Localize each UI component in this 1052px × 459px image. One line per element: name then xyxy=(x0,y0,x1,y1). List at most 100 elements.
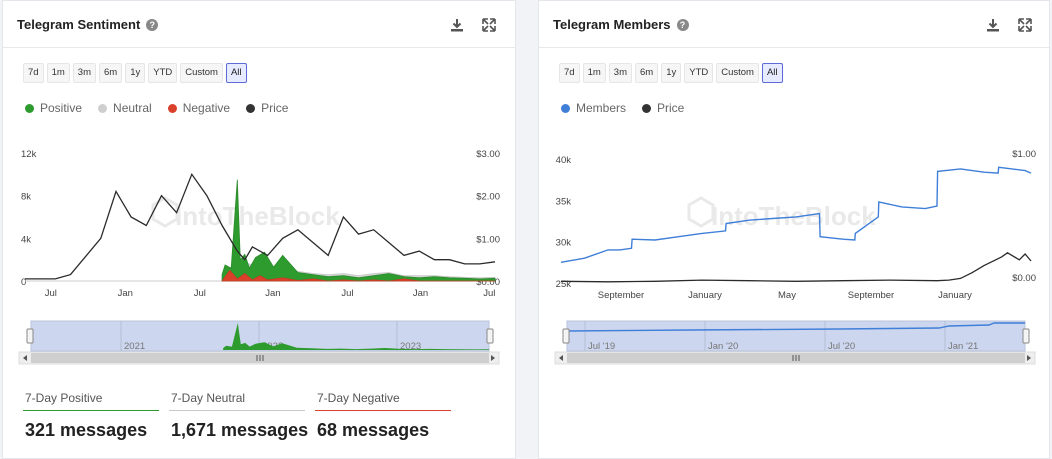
range-button-ytd[interactable]: YTD xyxy=(684,63,714,83)
legend-item-price[interactable]: Price xyxy=(246,101,288,115)
range-button-7d[interactable]: 7d xyxy=(559,63,580,83)
range-button-1y[interactable]: 1y xyxy=(125,63,146,83)
stat-value: 1,671 messages xyxy=(171,420,309,440)
y-left-tick: 12k xyxy=(21,149,37,160)
y-left-tick: 0 xyxy=(21,277,26,288)
range-button-all[interactable]: All xyxy=(761,63,783,83)
legend-label: Negative xyxy=(182,101,231,115)
navigator-tick: Jan '21 xyxy=(948,341,978,352)
range-button-all[interactable]: All xyxy=(225,63,247,83)
question-circle-icon[interactable]: ? xyxy=(146,19,159,31)
x-tick: Jul xyxy=(341,288,353,299)
y-right-tick: $0.00 xyxy=(1012,273,1036,284)
y-right-tick: $1.00 xyxy=(1012,149,1036,160)
range-button-ytd[interactable]: YTD xyxy=(148,63,178,83)
range-navigator[interactable]: 202120222023 xyxy=(3,319,517,367)
range-button-3m[interactable]: 3m xyxy=(72,63,96,83)
legend-label: Price xyxy=(261,101,289,115)
stat-neutral: 7-Day Neutral 1,671 messages xyxy=(169,391,309,441)
scroll-left-icon[interactable] xyxy=(23,355,27,361)
navigator-series xyxy=(223,323,489,350)
y-right-tick: $0.00 xyxy=(476,277,500,288)
scroll-left-icon[interactable] xyxy=(559,355,563,361)
y-left-tick: 8k xyxy=(21,192,31,203)
grip-icon[interactable] xyxy=(792,355,800,361)
members-chart: IntoTheBlock 40k 35k 30k 25k $1.00 $0.00 Septem… xyxy=(556,149,1036,301)
range-button-3m[interactable]: 3m xyxy=(608,63,632,83)
range-button-6m[interactable]: 6m xyxy=(98,63,123,83)
watermark: IntoTheBlock xyxy=(151,196,340,231)
legend-dot xyxy=(98,103,108,113)
range-button-1m[interactable]: 1m xyxy=(46,63,70,83)
navigator-handle-right[interactable] xyxy=(1022,328,1030,344)
stat-positive: 7-Day Positive 321 messages xyxy=(23,391,159,441)
range-button-7d[interactable]: 7d xyxy=(23,63,44,83)
legend-label: Members xyxy=(576,101,627,115)
range-button-1y[interactable]: 1y xyxy=(661,63,682,83)
series-positive-area xyxy=(221,179,496,282)
range-button-custom[interactable]: Custom xyxy=(716,63,759,83)
y-left-tick: 25k xyxy=(556,279,572,290)
legend-label: Price xyxy=(657,101,685,115)
range-navigator[interactable]: Jul '19 Jan '20 Jul '20 Jan '21 xyxy=(539,319,1051,367)
y-right-tick: $1.00 xyxy=(476,234,500,245)
legend-item-price[interactable]: Price xyxy=(642,101,684,115)
navigator-handle-left[interactable] xyxy=(562,328,570,344)
chart-legend: Positive Neutral Negative Price xyxy=(25,101,288,115)
stat-value: 321 messages xyxy=(25,420,148,440)
series-members-line xyxy=(560,166,1032,263)
range-button-1m[interactable]: 1m xyxy=(582,63,606,83)
navigator-tick: Jul '20 xyxy=(828,341,855,352)
svg-text:IntoTheBlock: IntoTheBlock xyxy=(711,201,876,231)
watermark: IntoTheBlock xyxy=(687,196,876,231)
question-circle-icon[interactable]: ? xyxy=(676,19,689,31)
telegram-members-card: Telegram Members? 7d 1m 3m 6m 1y YTD Custom All… xyxy=(538,0,1050,459)
expand-icon[interactable] xyxy=(1017,17,1033,33)
svg-text:IntoTheBlock: IntoTheBlock xyxy=(175,201,340,231)
stat-value: 68 messages xyxy=(317,420,430,440)
legend-dot xyxy=(561,103,570,113)
x-tick: Jul xyxy=(45,288,57,299)
scroll-right-icon[interactable] xyxy=(491,355,495,361)
legend-item-members[interactable]: Members xyxy=(561,101,626,115)
telegram-sentiment-card: Telegram Sentiment? 7d 1m 3m 6m 1y YTD Custom A… xyxy=(2,0,516,459)
x-tick: Jul xyxy=(194,288,206,299)
download-icon[interactable] xyxy=(449,17,465,33)
navigator-tick: 2021 xyxy=(124,341,145,352)
legend-dot xyxy=(167,103,177,113)
stat-label: 7-Day Neutral xyxy=(169,391,305,411)
expand-icon[interactable] xyxy=(481,17,497,33)
navigator-tick: Jan '20 xyxy=(708,341,738,352)
card-title: Telegram Sentiment? xyxy=(17,17,159,32)
x-tick: Jan xyxy=(118,288,133,299)
chart-legend: Members Price xyxy=(561,101,684,115)
card-title: Telegram Members? xyxy=(553,17,689,32)
grip-icon[interactable] xyxy=(256,355,264,361)
download-icon[interactable] xyxy=(985,17,1001,33)
navigator-tick: Jul '19 xyxy=(588,341,615,352)
navigator-handle-right[interactable] xyxy=(486,328,494,344)
legend-dot xyxy=(642,103,652,113)
sentiment-chart: IntoTheBlock 12k 8k 4k 0 $3.00 $2.00 $1.00 $0.00… xyxy=(21,149,500,299)
time-range-selector: 7d 1m 3m 6m 1y YTD Custom All xyxy=(23,63,247,83)
x-tick: Jan xyxy=(265,288,280,299)
range-button-custom[interactable]: Custom xyxy=(180,63,223,83)
x-tick: Jan xyxy=(413,288,428,299)
x-tick: January xyxy=(938,290,972,301)
series-price-line xyxy=(560,252,1032,283)
stat-negative: 7-Day Negative 68 messages xyxy=(315,391,451,441)
card-header: Telegram Members? xyxy=(539,1,1049,48)
navigator-handle-left[interactable] xyxy=(26,328,34,344)
y-right-tick: $2.00 xyxy=(476,192,500,203)
legend-item-positive[interactable]: Positive xyxy=(25,101,82,115)
x-tick: September xyxy=(848,290,894,301)
y-left-tick: 30k xyxy=(556,238,572,249)
navigator-series xyxy=(566,322,1025,332)
scroll-right-icon[interactable] xyxy=(1027,355,1031,361)
x-tick: January xyxy=(688,290,722,301)
legend-item-neutral[interactable]: Neutral xyxy=(98,101,152,115)
range-button-6m[interactable]: 6m xyxy=(634,63,659,83)
legend-dot xyxy=(25,103,34,113)
x-tick: May xyxy=(778,290,796,301)
legend-item-negative[interactable]: Negative xyxy=(167,101,231,115)
